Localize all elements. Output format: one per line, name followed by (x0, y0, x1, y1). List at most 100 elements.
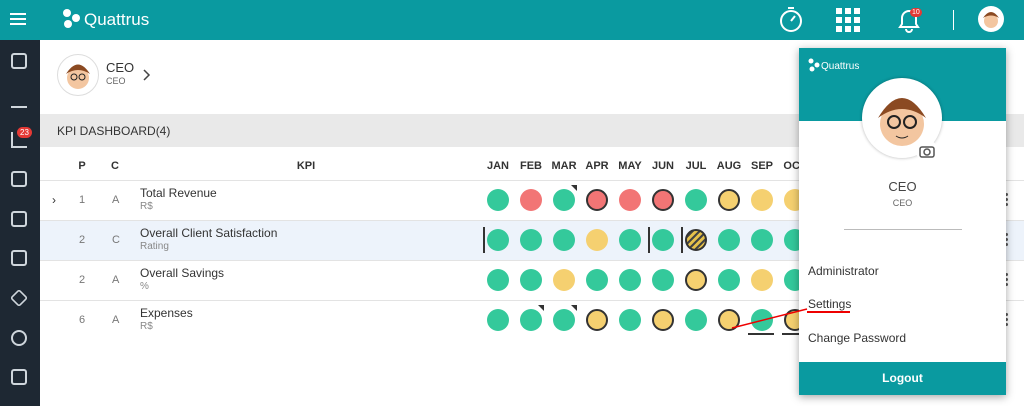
status-dot[interactable] (619, 189, 641, 211)
notification-badge: 10 (910, 8, 922, 17)
underline (782, 333, 802, 335)
month-header: APR (585, 160, 609, 172)
menu-item[interactable]: Administrator (808, 264, 879, 278)
nav-help[interactable] (11, 369, 27, 385)
more-menu[interactable] (1005, 233, 1008, 236)
menu-item[interactable]: Change Password (808, 331, 907, 345)
status-dot[interactable] (718, 269, 740, 291)
dropdown-logo (808, 58, 820, 72)
kpi-name: Expenses (140, 306, 193, 320)
status-dot[interactable] (751, 269, 773, 291)
status-dot[interactable] (520, 309, 542, 331)
kpi-name: Overall Client Satisfaction (140, 226, 278, 240)
kpi-name: Overall Savings (140, 266, 225, 280)
status-dot[interactable] (685, 189, 707, 211)
status-dot[interactable] (487, 189, 509, 211)
month-header: JUN (651, 160, 675, 172)
status-dot[interactable] (520, 189, 542, 211)
sidebar: 23 (0, 40, 40, 406)
status-flag (571, 185, 577, 191)
status-dot[interactable] (553, 189, 575, 211)
status-dot[interactable] (520, 269, 542, 291)
profile-role: CEO (106, 76, 126, 86)
status-dot[interactable] (586, 229, 608, 251)
status-dot[interactable] (652, 309, 674, 331)
status-dot[interactable] (685, 269, 707, 291)
more-menu[interactable] (1005, 313, 1008, 316)
status-dot[interactable] (652, 189, 674, 211)
camera-button[interactable] (916, 140, 938, 162)
kpi-c: A (112, 274, 120, 286)
tasks-badge: 23 (17, 127, 32, 138)
kpi-unit: R$ (140, 201, 153, 212)
divider (953, 10, 954, 30)
col-c: C (111, 160, 119, 172)
nav-export[interactable] (11, 250, 27, 266)
status-dot[interactable] (586, 269, 608, 291)
month-header: MAY (618, 160, 642, 172)
kpi-c: A (112, 194, 120, 206)
status-dot[interactable] (718, 309, 740, 331)
status-dot[interactable] (487, 269, 509, 291)
status-dot[interactable] (751, 229, 773, 251)
menu-item[interactable]: Settings (808, 297, 852, 311)
status-dot[interactable] (586, 189, 608, 211)
underline (748, 333, 774, 335)
nav-dashboard[interactable] (11, 53, 27, 69)
status-dot[interactable] (553, 309, 575, 331)
status-dot[interactable] (685, 229, 707, 251)
dropdown-role: CEO (892, 198, 913, 208)
status-dot[interactable] (487, 309, 509, 331)
month-header: FEB (520, 160, 542, 172)
nav-charts[interactable] (11, 92, 27, 108)
status-dot[interactable] (751, 189, 773, 211)
profile-chevron[interactable] (143, 69, 151, 81)
kpi-p: 2 (79, 234, 86, 246)
kpi-unit: % (140, 281, 149, 292)
kpi-c: C (112, 234, 120, 246)
nav-calendar[interactable] (11, 171, 27, 187)
status-dot[interactable] (553, 269, 575, 291)
status-dot[interactable] (619, 309, 641, 331)
status-dot[interactable] (685, 309, 707, 331)
profile-avatar (57, 54, 99, 96)
status-bar (483, 227, 485, 253)
status-bar (648, 227, 650, 253)
status-dot[interactable] (619, 229, 641, 251)
more-menu[interactable] (1005, 193, 1008, 196)
status-dot[interactable] (520, 229, 542, 251)
kpi-p: 2 (79, 274, 86, 286)
col-kpi: KPI (296, 160, 316, 172)
nav-layers[interactable] (9, 288, 29, 308)
status-dot[interactable] (652, 229, 674, 251)
month-header: AUG (716, 160, 742, 172)
more-menu[interactable] (1005, 273, 1008, 276)
kpi-unit: R$ (140, 321, 153, 332)
month-header: JUL (685, 160, 707, 172)
status-dot[interactable] (487, 229, 509, 251)
annotation-underline (807, 311, 850, 313)
status-dot[interactable] (586, 309, 608, 331)
apps-icon[interactable] (836, 8, 860, 32)
status-dot[interactable] (553, 229, 575, 251)
kpi-p: 1 (79, 194, 86, 206)
kpi-p: 6 (79, 314, 86, 326)
kpi-name: Total Revenue (140, 186, 217, 200)
status-dot[interactable] (652, 269, 674, 291)
nav-tasks[interactable] (11, 132, 27, 148)
nav-globe[interactable] (11, 330, 27, 346)
expand-chevron[interactable]: › (52, 193, 56, 207)
menu-button[interactable] (10, 13, 26, 15)
status-dot[interactable] (718, 189, 740, 211)
user-avatar[interactable] (978, 6, 1004, 32)
month-header: SEP (750, 160, 774, 172)
logout-button[interactable]: Logout (799, 362, 1006, 395)
profile-name: CEO (106, 60, 135, 75)
status-dot[interactable] (619, 269, 641, 291)
status-dot[interactable] (718, 229, 740, 251)
col-p: P (78, 160, 86, 172)
nav-import[interactable] (11, 211, 27, 227)
status-dot[interactable] (751, 309, 773, 331)
timer-icon[interactable] (778, 6, 804, 34)
